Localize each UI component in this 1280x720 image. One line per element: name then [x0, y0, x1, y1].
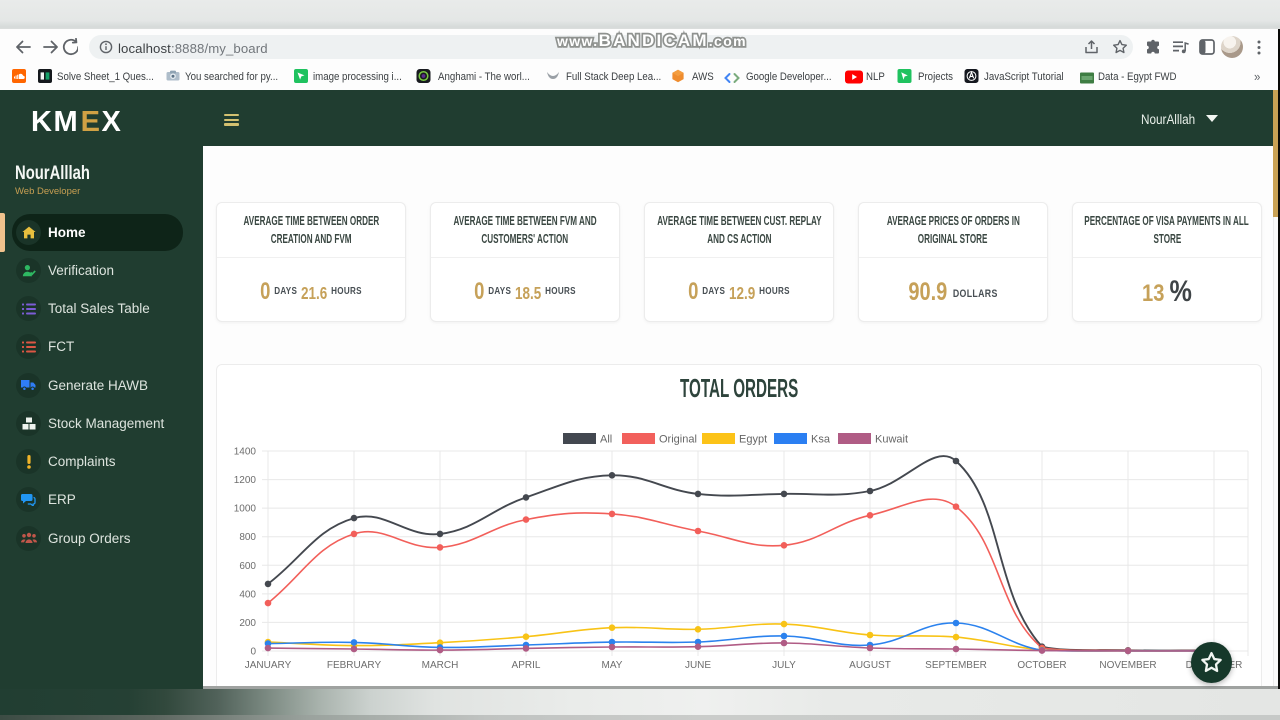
- svg-text:All: All: [600, 434, 612, 446]
- svg-text:Egypt: Egypt: [739, 434, 767, 446]
- svg-text:Original: Original: [659, 434, 697, 446]
- svg-text:200: 200: [239, 618, 256, 629]
- svg-text:1200: 1200: [234, 475, 257, 486]
- svg-text:JULY: JULY: [772, 660, 796, 671]
- svg-text:JUNE: JUNE: [685, 660, 711, 671]
- svg-text:FEBRUARY: FEBRUARY: [327, 660, 382, 671]
- svg-text:400: 400: [239, 589, 256, 600]
- svg-text:MARCH: MARCH: [422, 660, 459, 671]
- svg-text:JANUARY: JANUARY: [245, 660, 292, 671]
- svg-text:0: 0: [250, 647, 256, 658]
- svg-text:AUGUST: AUGUST: [849, 660, 891, 671]
- svg-text:APRIL: APRIL: [512, 660, 541, 671]
- svg-text:1400: 1400: [234, 447, 257, 458]
- svg-text:Kuwait: Kuwait: [875, 434, 908, 446]
- svg-text:800: 800: [239, 532, 256, 543]
- svg-text:OCTOBER: OCTOBER: [1017, 660, 1066, 671]
- svg-text:600: 600: [239, 561, 256, 572]
- svg-text:Ksa: Ksa: [811, 434, 831, 446]
- svg-text:1000: 1000: [234, 504, 257, 515]
- svg-text:SEPTEMBER: SEPTEMBER: [925, 660, 987, 671]
- svg-text:MAY: MAY: [602, 660, 623, 671]
- svg-text:NOVEMBER: NOVEMBER: [1099, 660, 1156, 671]
